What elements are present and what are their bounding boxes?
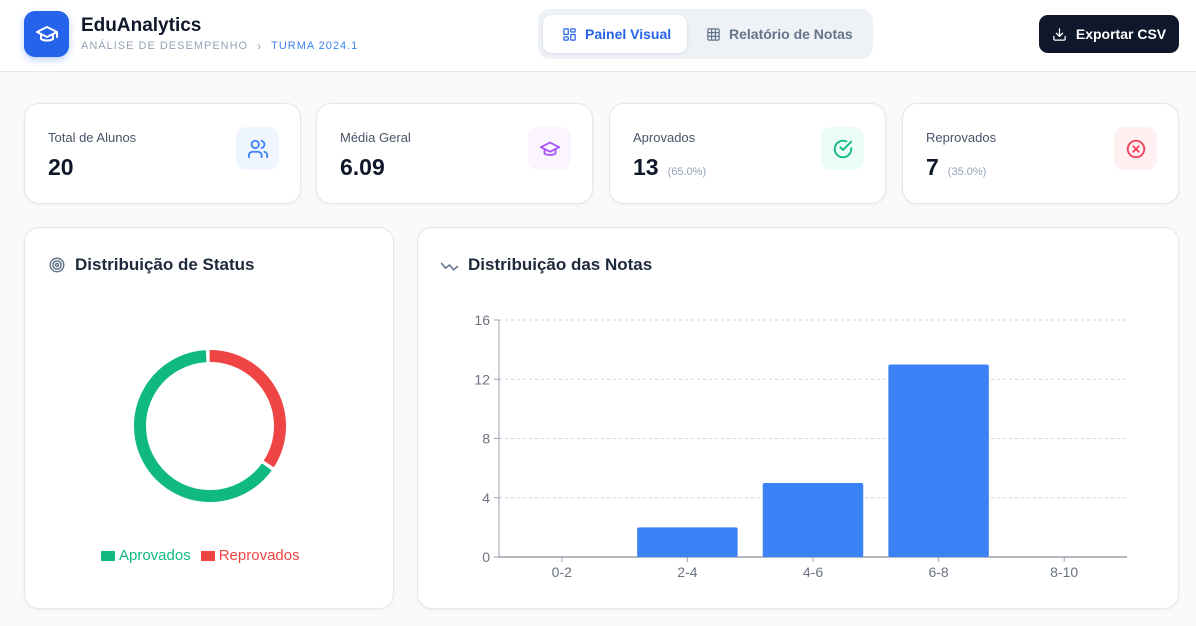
stat-label: Média Geral: [340, 130, 411, 145]
top-bar: EduAnalytics ANÁLISE DE DESEMPENHO › TUR…: [0, 0, 1196, 72]
donut-slice-reprovados[interactable]: [209, 350, 286, 468]
status-distribution-panel: Distribuição de Status Aprovados Reprova…: [24, 227, 394, 609]
graduation-cap-icon: [35, 26, 58, 42]
tab-painel-visual[interactable]: Painel Visual: [543, 15, 687, 53]
bar-6-8[interactable]: [888, 364, 989, 557]
x-tick-label: 2-4: [677, 564, 697, 580]
y-tick-label: 12: [474, 371, 490, 387]
panel-title: Distribuição das Notas: [440, 255, 652, 275]
trend-line-icon: [440, 262, 459, 271]
grades-bar-chart: 0 4 8 12 16 0-2 2-4 4-6 6-8 8-10: [474, 312, 1127, 580]
breadcrumb: ANÁLISE DE DESEMPENHO › TURMA 2024.1: [81, 39, 358, 53]
donut-slice-aprovados[interactable]: [134, 350, 272, 502]
stat-icon-box: [1114, 127, 1157, 170]
stat-icon-box: [236, 127, 279, 170]
tab-label: Relatório de Notas: [729, 26, 853, 42]
x-tick-label: 6-8: [928, 564, 948, 580]
export-button-label: Exportar CSV: [1075, 26, 1167, 42]
panel-title-text: Distribuição das Notas: [468, 255, 653, 274]
stat-percentage: (65.0%): [667, 166, 707, 178]
stat-card-media-geral: Média Geral 6.09: [316, 103, 593, 204]
legend-item-aprovados[interactable]: Aprovados: [101, 547, 191, 564]
stat-card-total-alunos: Total de Alunos 20: [24, 103, 301, 204]
y-tick-label: 8: [482, 431, 490, 447]
panel-title-text: Distribuição de Status: [75, 255, 255, 274]
breadcrumb-current: TURMA 2024.1: [271, 40, 359, 52]
breadcrumb-separator: ›: [257, 39, 263, 53]
stat-icon-box: [821, 127, 864, 170]
x-tick-label: 8-10: [1050, 564, 1078, 580]
stat-card-reprovados: Reprovados 7 (35.0%): [902, 103, 1179, 204]
logo: [24, 11, 69, 57]
stat-number: 20: [48, 154, 74, 180]
app-title: EduAnalytics: [81, 15, 202, 36]
stat-number: 13: [633, 154, 659, 180]
bar-4-6[interactable]: [762, 482, 864, 557]
x-tick-label: 4-6: [803, 564, 823, 580]
x-tick-label: 0-2: [552, 564, 572, 580]
tab-relatorio-notas[interactable]: Relatório de Notas: [696, 15, 866, 53]
panel-title: Distribuição de Status: [48, 255, 254, 275]
tab-label: Painel Visual: [585, 26, 672, 42]
legend-label: Reprovados: [218, 547, 300, 564]
export-csv-button[interactable]: Exportar CSV: [1039, 15, 1179, 53]
y-tick-label: 0: [482, 549, 490, 565]
stat-value: 20: [48, 154, 74, 181]
download-icon: [1053, 27, 1066, 41]
stat-number: 7: [926, 154, 939, 180]
y-tick-label: 16: [474, 312, 490, 328]
grades-distribution-panel: Distribuição das Notas 0 4 8 12 16 0-2 2-4 4-6 6…: [417, 227, 1179, 609]
bar-2-4[interactable]: [637, 527, 738, 557]
status-legend: Aprovados Reprovados: [101, 547, 310, 564]
legend-label: Aprovados: [119, 547, 191, 564]
stat-value: 7 (35.0%): [926, 154, 986, 181]
stat-number: 6.09: [340, 154, 385, 180]
graduation-cap-icon: [539, 141, 560, 156]
stat-percentage: (35.0%): [947, 166, 987, 178]
x-circle-icon: [1126, 139, 1145, 158]
legend-swatch: [200, 550, 215, 561]
y-tick-label: 4: [482, 490, 490, 506]
stat-label: Reprovados: [926, 130, 997, 145]
check-circle-icon: [833, 139, 852, 158]
stat-value: 6.09: [340, 154, 385, 181]
legend-item-reprovados[interactable]: Reprovados: [200, 547, 300, 564]
stat-icon-box: [528, 127, 571, 170]
table-icon: [707, 27, 720, 41]
dashboard-grid-icon: [563, 27, 576, 41]
view-tabs: Painel Visual Relatório de Notas: [538, 9, 873, 59]
stat-card-aprovados: Aprovados 13 (65.0%): [609, 103, 886, 204]
users-icon: [247, 139, 268, 158]
breadcrumb-section: ANÁLISE DE DESEMPENHO: [81, 40, 249, 52]
stat-label: Aprovados: [633, 130, 696, 145]
stat-label: Total de Alunos: [48, 130, 137, 145]
target-icon: [49, 257, 65, 273]
legend-swatch: [101, 550, 115, 561]
stat-value: 13 (65.0%): [633, 154, 706, 181]
